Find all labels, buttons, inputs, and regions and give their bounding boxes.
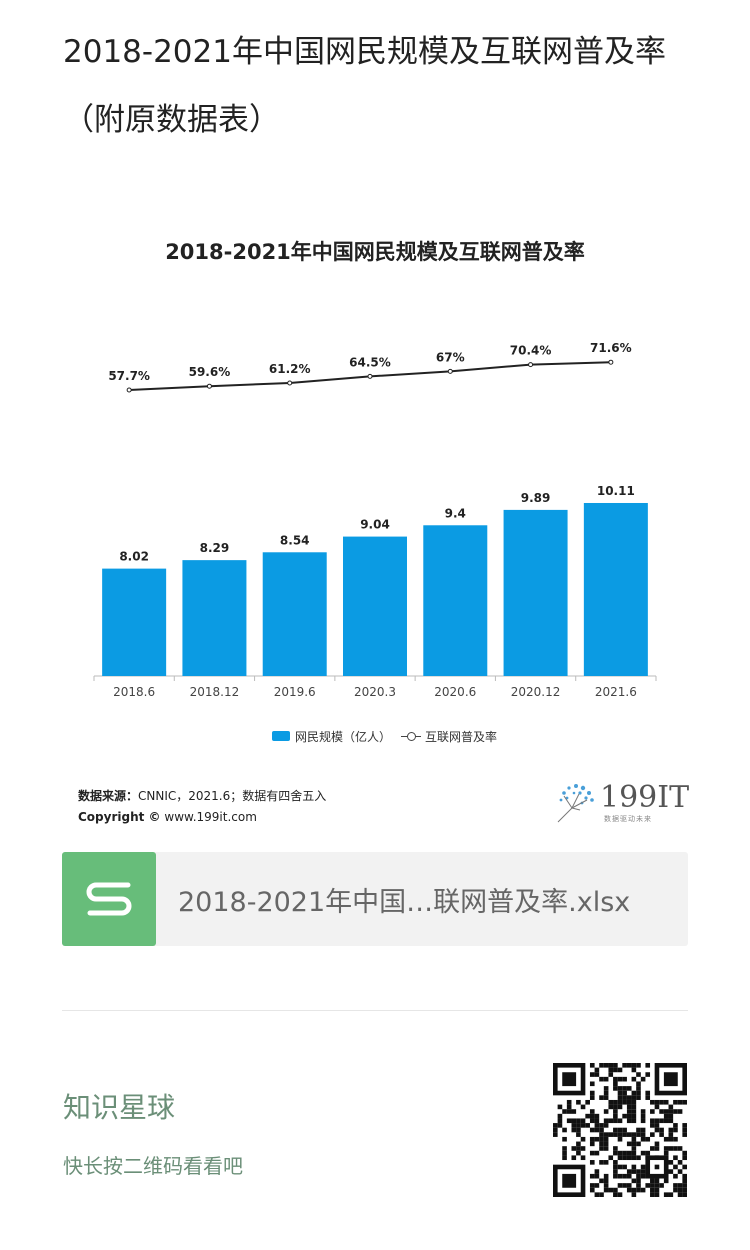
x-tick-label: 2020.6 (434, 685, 476, 699)
attachment-file-card[interactable]: 2018-2021年中国…联网普及率.xlsx (62, 852, 688, 946)
line-point (126, 387, 132, 393)
bar-value-label: 8.29 (200, 541, 230, 555)
qr-code-icon[interactable] (553, 1063, 687, 1197)
source-label: 数据来源： (78, 789, 139, 803)
copyright-label: Copyright © (78, 810, 161, 824)
line-value-label: 70.4% (510, 344, 552, 358)
bar-value-label: 8.54 (280, 533, 310, 547)
bar-value-label: 9.89 (521, 491, 551, 505)
199it-logo: 199IT 数据驱动未来 (552, 780, 692, 828)
bar-value-label: 8.02 (119, 550, 149, 564)
section-divider (62, 1010, 688, 1011)
legend-bar-label: 网民规模（亿人） (295, 729, 392, 744)
legend-bar-swatch (272, 731, 290, 741)
bar (182, 560, 247, 676)
bar (102, 568, 167, 676)
line-point (367, 373, 373, 379)
bar (423, 525, 488, 676)
x-tick-label: 2019.6 (274, 685, 316, 699)
line-value-label: 67% (436, 350, 465, 364)
line-value-label: 59.6% (189, 365, 231, 379)
x-tick-label: 2021.6 (595, 685, 637, 699)
x-tick-label: 2018.6 (113, 685, 155, 699)
line-value-label: 57.7% (108, 369, 150, 383)
logo-text: 199IT (600, 780, 690, 815)
x-tick-label: 2018.12 (190, 685, 240, 699)
bar-value-label: 9.4 (445, 506, 466, 520)
x-tick-label: 2020.12 (511, 685, 561, 699)
chart-figure: 2018-2021年中国网民规模及互联网普及率 8.02 2018.6 8.29 20… (0, 200, 750, 840)
bar (343, 536, 407, 676)
legend-line-marker (401, 731, 422, 741)
line-value-label: 71.6% (590, 341, 632, 355)
x-tick-label: 2020.3 (354, 685, 396, 699)
planet-subtitle: 快长按二维码看看吧 (63, 1154, 243, 1178)
chart-source: 数据来源：CNNIC，2021.6；数据有四舍五入 Copyright © ww… (78, 786, 326, 828)
spreadsheet-s-icon (62, 852, 156, 946)
legend-line-label: 互联网普及率 (425, 729, 498, 744)
bar (583, 502, 648, 676)
chart-legend: 网民规模（亿人） 互联网普及率 (272, 726, 497, 746)
bar (503, 509, 568, 676)
line-value-label: 61.2% (269, 362, 311, 376)
chart-title: 2018-2021年中国网民规模及互联网普及率 (165, 240, 585, 264)
dandelion-icon (557, 784, 594, 823)
line-value-label: 64.5% (349, 355, 391, 369)
bar (262, 552, 327, 676)
chart-plot: 8.02 2018.6 8.29 2018.12 8.54 2019.6 9.04 2020.… (93, 341, 657, 699)
article-title: 2018-2021年中国网民规模及互联网普及率（附原数据表） (63, 34, 666, 138)
line-point (287, 380, 293, 386)
copyright-text: www.199it.com (164, 810, 257, 824)
bar-value-label: 10.11 (597, 484, 635, 498)
attachment-filename[interactable]: 2018-2021年中国…联网普及率.xlsx (178, 886, 631, 918)
line-point (528, 362, 534, 368)
bar-value-label: 9.04 (360, 518, 390, 532)
logo-subtitle: 数据驱动未来 (604, 815, 652, 823)
planet-title: 知识星球 (63, 1091, 176, 1124)
line-point (608, 359, 614, 365)
line-point (206, 383, 212, 389)
source-text: CNNIC，2021.6；数据有四舍五入 (138, 789, 327, 803)
line-point (447, 368, 453, 374)
